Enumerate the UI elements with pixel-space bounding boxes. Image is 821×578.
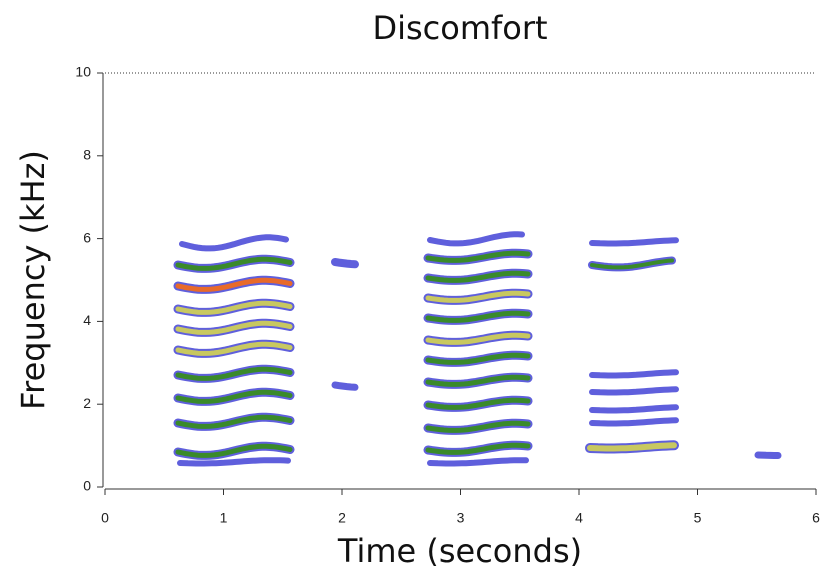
spectrogram-band xyxy=(175,320,293,335)
spectrogram-band xyxy=(425,397,531,410)
y-axis-label: Frequency (kHz) xyxy=(14,150,52,410)
spectrogram-band xyxy=(425,374,531,387)
spectrogram-band xyxy=(425,290,531,303)
spectrogram-band xyxy=(589,404,679,414)
spectrogram-band xyxy=(175,256,293,271)
spectrogram-image xyxy=(173,231,782,467)
spectrogram-band xyxy=(175,443,293,458)
x-tick-label: 0 xyxy=(101,510,109,526)
spectrogram-band xyxy=(175,277,293,292)
x-tick-label: 3 xyxy=(457,510,465,526)
spectrogram-band xyxy=(331,381,359,391)
spectrogram-band xyxy=(589,417,679,427)
spectrogram-band xyxy=(425,352,531,365)
x-axis-label: Time (seconds) xyxy=(337,532,582,570)
spectrogram-band xyxy=(175,300,293,315)
spectrogram-band xyxy=(587,442,677,452)
x-tick-label: 6 xyxy=(812,510,820,526)
spectrogram-band xyxy=(589,369,679,379)
x-tick-label: 4 xyxy=(575,510,583,526)
spectrogram-band xyxy=(175,366,293,381)
x-tick-label: 2 xyxy=(338,510,346,526)
spectrogram-band xyxy=(427,457,529,467)
spectrogram-band xyxy=(425,310,531,323)
y-tick-label: 4 xyxy=(83,312,91,328)
spectrogram-band xyxy=(754,451,782,459)
spectrogram-band xyxy=(179,234,289,252)
spectrogram-band xyxy=(589,237,679,247)
spectrogram-band xyxy=(589,386,679,396)
spectrogram-band xyxy=(331,258,359,269)
spectrogram-band xyxy=(425,250,531,263)
spectrogram-band xyxy=(177,457,291,467)
y-tick-label: 10 xyxy=(75,64,91,80)
y-tick-label: 8 xyxy=(83,147,91,163)
spectrogram-band xyxy=(425,442,531,455)
y-tick-label: 6 xyxy=(83,229,91,245)
spectrogram-band xyxy=(425,420,531,433)
chart-title: Discomfort xyxy=(372,9,547,47)
y-tick-label: 0 xyxy=(83,478,91,494)
spectrogram-band xyxy=(427,231,525,247)
y-tick-label: 2 xyxy=(83,395,91,411)
x-tick-label: 5 xyxy=(694,510,702,526)
spectrogram-band xyxy=(425,332,531,345)
x-tick-label: 1 xyxy=(220,510,228,526)
spectrogram-band xyxy=(590,258,674,270)
spectrogram-band xyxy=(425,270,531,283)
spectrogram-band xyxy=(175,389,293,404)
spectrogram-band xyxy=(175,341,293,356)
spectrogram-band xyxy=(175,414,293,429)
